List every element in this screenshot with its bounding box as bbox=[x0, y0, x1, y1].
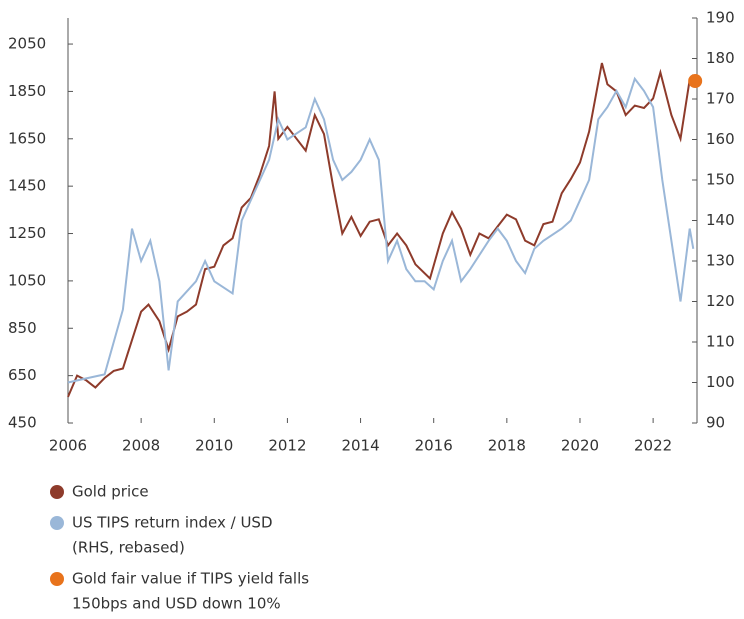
y2-tick-label: 180 bbox=[706, 49, 735, 67]
y2-tick-label: 170 bbox=[706, 90, 735, 108]
y2-tick-label: 150 bbox=[706, 171, 735, 189]
x-tick-label: 2010 bbox=[195, 437, 233, 455]
legend-marker bbox=[50, 485, 64, 499]
legend-label: 150bps and USD down 10% bbox=[72, 595, 281, 613]
y2-tick-label: 100 bbox=[706, 373, 735, 391]
y2-tick-label: 160 bbox=[706, 130, 735, 148]
x-tick-label: 2022 bbox=[634, 437, 672, 455]
legend-label: (RHS, rebased) bbox=[72, 539, 185, 557]
legend-label: Gold fair value if TIPS yield falls bbox=[72, 570, 309, 588]
y-tick-label: 1050 bbox=[8, 271, 46, 289]
y2-tick-label: 110 bbox=[706, 333, 735, 351]
x-tick-label: 2008 bbox=[122, 437, 160, 455]
y2-tick-label: 120 bbox=[706, 292, 735, 310]
y2-tick-label: 90 bbox=[706, 414, 725, 432]
y-tick-label: 450 bbox=[8, 414, 37, 432]
y-tick-label: 1650 bbox=[8, 129, 46, 147]
legend-marker bbox=[50, 516, 64, 530]
point bbox=[688, 74, 703, 88]
y-tick-label: 1250 bbox=[8, 224, 46, 242]
y2-tick-label: 140 bbox=[706, 211, 735, 229]
y2-tick-label: 190 bbox=[706, 9, 735, 27]
legend-label: Gold price bbox=[72, 483, 149, 501]
y2-tick-label: 130 bbox=[706, 252, 735, 270]
y-tick-label: 2050 bbox=[8, 35, 46, 53]
x-tick-label: 2006 bbox=[49, 437, 87, 455]
x-tick-label: 2018 bbox=[488, 437, 526, 455]
legend-marker bbox=[50, 572, 64, 586]
x-tick-label: 2012 bbox=[268, 437, 306, 455]
x-tick-label: 2016 bbox=[415, 437, 453, 455]
y-tick-label: 650 bbox=[8, 366, 37, 384]
y-tick-label: 1450 bbox=[8, 177, 46, 195]
legend-label: US TIPS return index / USD bbox=[72, 514, 273, 532]
series-line bbox=[67, 76, 695, 384]
series-line bbox=[67, 62, 695, 398]
y-tick-label: 1850 bbox=[8, 82, 46, 100]
x-tick-label: 2020 bbox=[561, 437, 599, 455]
x-tick-label: 2014 bbox=[341, 437, 379, 455]
y-tick-label: 850 bbox=[8, 319, 37, 337]
